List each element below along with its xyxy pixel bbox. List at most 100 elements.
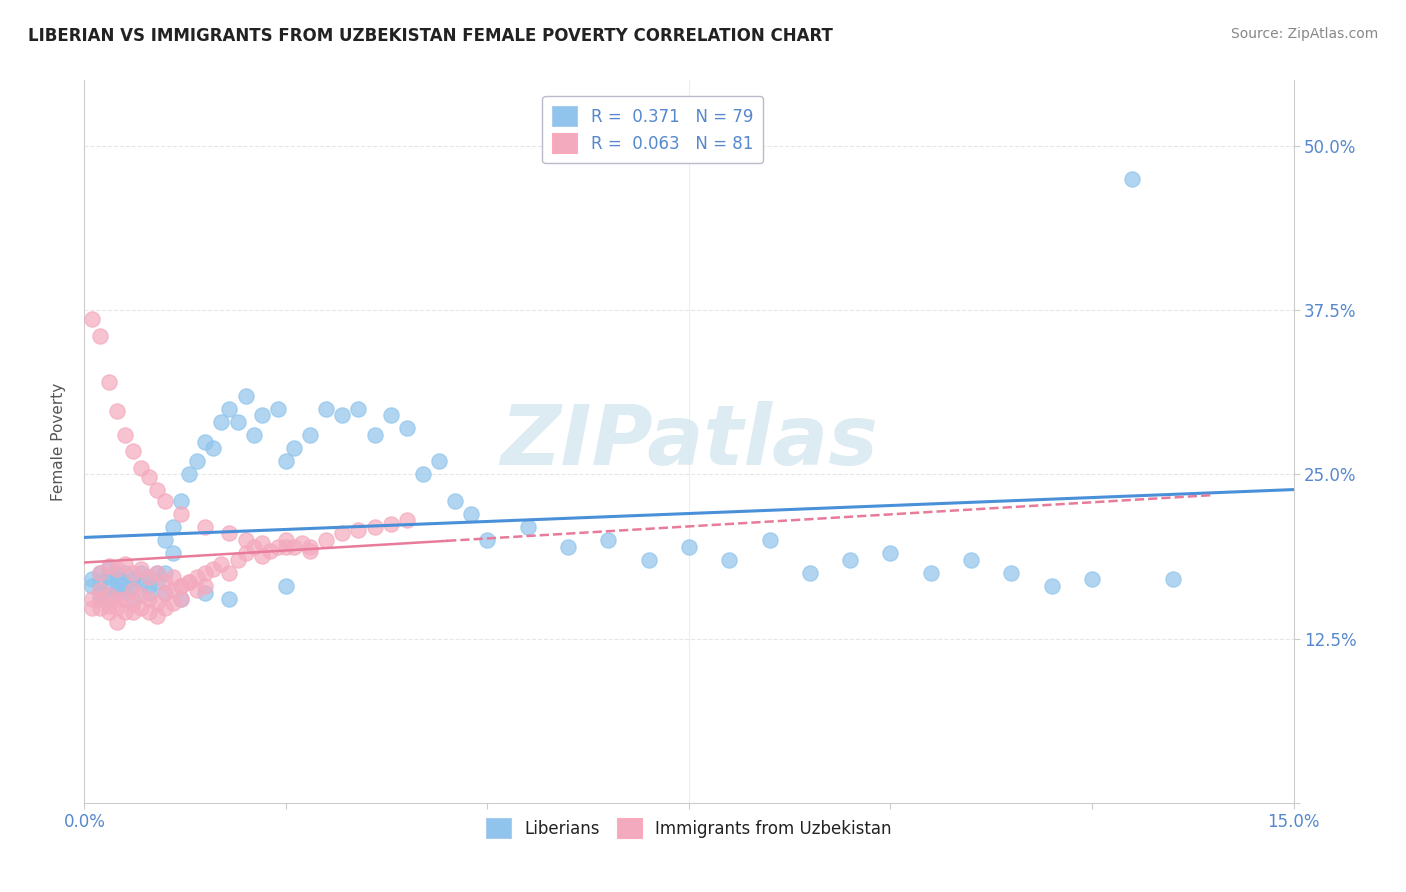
Point (718, 553, 741, 567)
Point (138, 570, 160, 584)
Point (299, 428, 322, 442)
Point (97, 605, 120, 619)
Point (242, 540, 264, 554)
Point (267, 540, 290, 554)
Point (129, 460, 152, 475)
Text: LIBERIAN VS IMMIGRANTS FROM UZBEKISTAN FEMALE POVERTY CORRELATION CHART: LIBERIAN VS IMMIGRANTS FROM UZBEKISTAN F… (28, 27, 832, 45)
Point (315, 533, 337, 547)
Point (209, 557, 232, 571)
Point (97, 599, 120, 613)
Point (194, 579, 217, 593)
Point (170, 507, 193, 521)
Point (218, 401, 240, 416)
Point (194, 434, 217, 449)
Point (186, 582, 208, 597)
Point (105, 573, 128, 587)
Point (129, 575, 152, 590)
Point (274, 579, 297, 593)
Point (146, 609, 169, 624)
Point (799, 566, 821, 580)
Point (363, 428, 385, 442)
Point (170, 493, 193, 508)
Point (516, 520, 538, 534)
Point (1161, 573, 1184, 587)
Point (105, 582, 128, 596)
Point (427, 454, 450, 468)
Point (146, 483, 169, 497)
Point (129, 588, 152, 602)
Point (97, 570, 120, 584)
Point (138, 585, 160, 599)
Point (114, 566, 136, 580)
Point (105, 592, 128, 607)
Point (97, 559, 120, 574)
Point (363, 520, 385, 534)
Point (226, 415, 249, 429)
Point (920, 566, 942, 580)
Point (218, 566, 240, 580)
Point (121, 579, 143, 593)
Point (395, 421, 418, 435)
Point (121, 573, 143, 587)
Point (162, 582, 184, 597)
Point (129, 601, 152, 615)
Point (146, 575, 169, 590)
Point (283, 441, 305, 455)
Point (186, 570, 208, 584)
Point (839, 553, 862, 567)
Point (194, 566, 217, 580)
Point (444, 493, 467, 508)
Text: ZIPatlas: ZIPatlas (501, 401, 877, 482)
Point (121, 582, 143, 597)
Point (758, 533, 780, 547)
Point (105, 404, 128, 418)
Point (477, 533, 499, 547)
Point (235, 533, 257, 547)
Point (250, 409, 273, 423)
Point (678, 540, 700, 554)
Point (557, 540, 579, 554)
Point (105, 562, 128, 576)
Point (89, 566, 111, 580)
Point (179, 467, 201, 482)
Point (89, 592, 111, 607)
Point (299, 540, 322, 554)
Point (82, 579, 104, 593)
Point (162, 546, 184, 560)
Point (242, 428, 264, 442)
Point (114, 575, 136, 590)
Point (89, 601, 111, 615)
Point (89, 592, 111, 607)
Point (129, 566, 152, 580)
Point (202, 441, 225, 455)
Point (637, 553, 659, 567)
Point (960, 553, 983, 567)
Point (89, 329, 111, 343)
Point (114, 428, 136, 442)
Point (89, 585, 111, 599)
Point (250, 549, 273, 563)
Point (1040, 579, 1063, 593)
Point (89, 582, 111, 597)
Point (380, 517, 402, 532)
Point (146, 596, 169, 610)
Point (121, 592, 143, 607)
Point (162, 596, 184, 610)
Point (121, 605, 143, 619)
Point (179, 575, 201, 590)
Point (460, 507, 482, 521)
Legend: Liberians, Immigrants from Uzbekistan: Liberians, Immigrants from Uzbekistan (479, 812, 898, 845)
Point (170, 592, 193, 607)
Point (218, 526, 240, 541)
Point (114, 605, 136, 619)
Point (330, 526, 353, 541)
Point (89, 566, 111, 580)
Y-axis label: Female Poverty: Female Poverty (51, 383, 66, 500)
Point (97, 579, 120, 593)
Point (153, 601, 176, 615)
Point (202, 562, 225, 576)
Point (138, 592, 160, 607)
Point (274, 540, 297, 554)
Point (105, 601, 128, 615)
Point (267, 401, 290, 416)
